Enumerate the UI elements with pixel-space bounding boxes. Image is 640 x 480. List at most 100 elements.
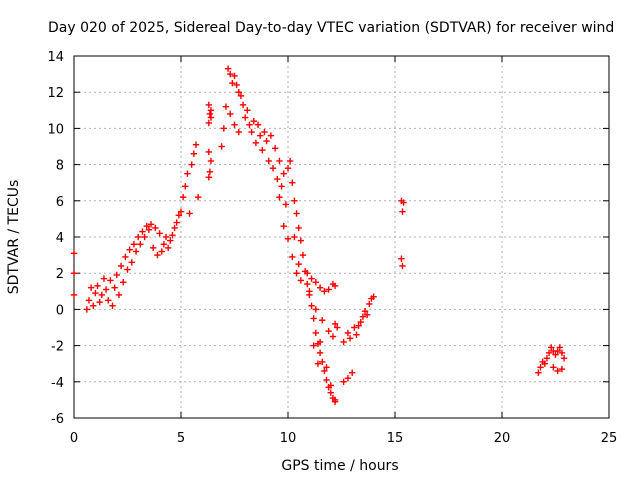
x-tick-label: 10	[280, 431, 297, 446]
data-point	[160, 241, 168, 248]
data-point	[289, 253, 296, 261]
data-point	[113, 271, 120, 279]
data-point	[102, 286, 110, 293]
data-point	[325, 327, 332, 335]
data-point	[295, 260, 302, 268]
data-point	[319, 358, 326, 366]
data-point	[143, 222, 150, 230]
x-axis-label: GPS time / hours	[281, 458, 398, 474]
data-point	[558, 365, 566, 373]
data-point	[206, 110, 214, 118]
grid	[74, 56, 609, 418]
data-point	[186, 210, 193, 217]
data-point	[154, 251, 161, 259]
data-point	[192, 141, 200, 148]
data-point	[263, 137, 270, 145]
data-point	[173, 219, 180, 226]
data-point	[334, 324, 341, 331]
data-point	[124, 266, 131, 273]
x-tick-label: 15	[387, 431, 404, 446]
data-point	[344, 329, 352, 337]
data-point	[259, 146, 266, 154]
data-point	[280, 222, 287, 230]
data-point	[227, 70, 234, 78]
x-tick-label: 20	[494, 431, 511, 446]
data-point	[276, 193, 283, 201]
data-point	[400, 199, 407, 206]
y-axis-label: SDTVAR / TECUs	[6, 180, 22, 295]
data-point	[141, 233, 148, 241]
data-point	[139, 228, 146, 235]
data-point	[244, 107, 251, 114]
data-point	[310, 315, 317, 322]
data-point	[340, 378, 347, 385]
y-tick-label: 0	[56, 303, 64, 318]
data-point	[353, 331, 360, 338]
y-tick-label: 10	[47, 122, 64, 137]
data-point	[545, 349, 553, 357]
data-point	[242, 114, 249, 121]
data-point	[308, 275, 315, 282]
data-point	[535, 369, 542, 376]
data-point	[190, 150, 198, 157]
y-tick-label: 6	[56, 195, 64, 210]
data-point	[126, 246, 133, 253]
data-point	[399, 262, 406, 270]
data-point	[109, 302, 116, 309]
data-point	[83, 306, 91, 313]
data-point	[359, 313, 367, 320]
data-point	[167, 237, 174, 244]
data-point	[349, 369, 356, 376]
data-point	[286, 157, 294, 165]
data-point	[325, 286, 332, 293]
data-point	[327, 389, 334, 396]
data-point	[312, 279, 320, 286]
data-point	[147, 221, 155, 228]
data-point	[107, 277, 114, 284]
x-tick-label: 0	[70, 431, 78, 446]
chart-title: Day 020 of 2025, Sidereal Day-to-day VTE…	[48, 20, 614, 36]
data-point	[554, 347, 561, 355]
data-point	[164, 244, 172, 252]
data-point	[120, 279, 127, 286]
data-point	[366, 300, 373, 308]
data-point	[361, 308, 369, 315]
data-point	[329, 333, 337, 340]
data-point	[550, 364, 557, 371]
data-point	[346, 335, 354, 342]
y-tick-label: 12	[47, 86, 64, 101]
data-point	[316, 338, 324, 346]
data-point	[179, 193, 187, 201]
y-tick-label: 2	[56, 267, 64, 282]
data-point	[246, 121, 253, 128]
data-point	[207, 107, 215, 114]
y-tick-label: -4	[51, 376, 64, 391]
data-point	[248, 128, 255, 136]
data-point	[111, 284, 118, 291]
data-point	[289, 179, 296, 186]
data-point	[340, 338, 347, 346]
data-point	[224, 65, 232, 72]
data-point	[229, 79, 236, 87]
data-point	[233, 81, 240, 89]
data-point	[237, 92, 245, 100]
data-point	[135, 233, 142, 241]
data-point	[137, 241, 144, 248]
data-point	[92, 289, 99, 297]
data-point	[299, 251, 307, 259]
data-point	[556, 344, 563, 351]
data-point	[94, 282, 101, 290]
data-point	[554, 367, 561, 375]
data-point	[87, 284, 95, 291]
data-point	[344, 374, 352, 382]
data-point	[370, 293, 377, 300]
data-point	[205, 101, 213, 109]
data-point	[399, 208, 406, 215]
data-point	[256, 132, 264, 139]
y-tick-label: 4	[56, 231, 64, 246]
data-point	[250, 117, 257, 125]
x-tick-label: 5	[177, 431, 185, 446]
data-point	[297, 277, 305, 284]
data-point	[398, 255, 405, 262]
